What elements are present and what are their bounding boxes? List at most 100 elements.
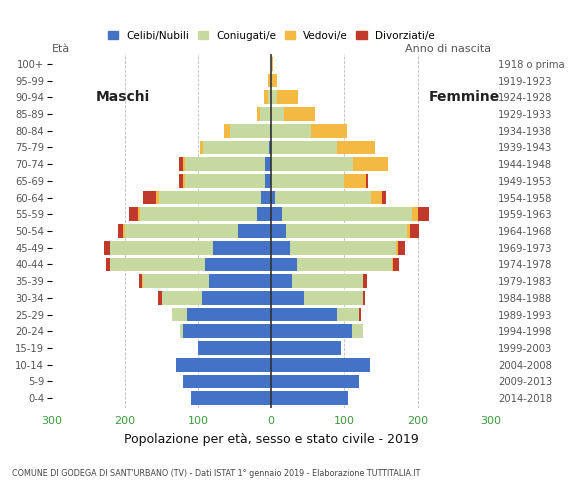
Bar (138, 207, 140, 221)
Bar (180, 324, 183, 338)
Bar (337, 141, 375, 154)
Bar (124, 224, 125, 238)
Bar (412, 207, 418, 221)
Bar (410, 224, 419, 238)
Bar (198, 341, 271, 355)
Bar (271, 391, 348, 405)
Bar (118, 224, 124, 238)
Bar (104, 241, 110, 254)
Bar (271, 308, 337, 322)
Bar (277, 90, 298, 104)
Bar (205, 258, 271, 271)
Bar (398, 241, 405, 254)
Bar (143, 274, 209, 288)
Bar (345, 174, 367, 188)
Bar (110, 241, 213, 254)
Bar (158, 191, 261, 204)
Bar (351, 324, 362, 338)
Bar (157, 191, 158, 204)
Bar (289, 241, 396, 254)
Bar (286, 224, 407, 238)
Bar (271, 73, 277, 87)
Text: Anno di nascita: Anno di nascita (405, 44, 491, 54)
Bar (271, 374, 359, 388)
Bar (271, 57, 273, 71)
Bar (270, 73, 271, 87)
Bar (396, 241, 398, 254)
Bar (260, 107, 271, 121)
Bar (271, 324, 351, 338)
Bar (269, 73, 270, 87)
Bar (359, 308, 361, 322)
Bar (271, 241, 289, 254)
Bar (256, 107, 260, 121)
Bar (143, 191, 157, 204)
Bar (275, 191, 371, 204)
Bar (172, 308, 187, 322)
Bar (364, 274, 367, 288)
Bar (367, 174, 368, 188)
Bar (200, 141, 203, 154)
Bar (267, 90, 271, 104)
Bar (187, 308, 271, 322)
Bar (353, 157, 388, 171)
Bar (271, 258, 297, 271)
Bar (271, 358, 370, 372)
Bar (392, 258, 393, 271)
Bar (284, 107, 315, 121)
Bar (224, 124, 230, 138)
Text: Femmine: Femmine (429, 90, 500, 104)
Bar (261, 191, 271, 204)
Bar (185, 174, 266, 188)
X-axis label: Popolazione per età, sesso e stato civile - 2019: Popolazione per età, sesso e stato civil… (124, 433, 419, 446)
Bar (282, 207, 412, 221)
Bar (110, 258, 205, 271)
Bar (266, 157, 271, 171)
Bar (209, 274, 271, 288)
Bar (297, 258, 392, 271)
Bar (269, 141, 271, 154)
Bar (271, 157, 353, 171)
Bar (191, 391, 271, 405)
Bar (271, 141, 337, 154)
Bar (382, 191, 386, 204)
Bar (202, 291, 271, 305)
Bar (203, 141, 269, 154)
Bar (161, 291, 202, 305)
Bar (158, 291, 161, 305)
Bar (271, 191, 275, 204)
Bar (125, 224, 238, 238)
Bar (129, 207, 138, 221)
Bar (213, 241, 271, 254)
Bar (266, 174, 271, 188)
Bar (256, 207, 271, 221)
Bar (183, 324, 271, 338)
Bar (271, 341, 341, 355)
Text: Età: Età (52, 44, 70, 54)
Bar (183, 374, 271, 388)
Bar (139, 274, 143, 288)
Bar (106, 258, 110, 271)
Bar (140, 207, 256, 221)
Legend: Celibi/Nubili, Coniugati/e, Vedovi/e, Divorziati/e: Celibi/Nubili, Coniugati/e, Vedovi/e, Di… (107, 31, 435, 41)
Bar (311, 124, 347, 138)
Bar (418, 207, 429, 221)
Bar (264, 90, 267, 104)
Bar (271, 274, 292, 288)
Bar (407, 224, 410, 238)
Text: Maschi: Maschi (96, 90, 150, 104)
Bar (271, 174, 345, 188)
Bar (185, 157, 266, 171)
Bar (238, 224, 271, 238)
Bar (304, 291, 362, 305)
Bar (179, 174, 183, 188)
Bar (230, 124, 270, 138)
Bar (176, 358, 271, 372)
Bar (292, 274, 364, 288)
Bar (271, 207, 282, 221)
Bar (271, 224, 286, 238)
Bar (183, 157, 185, 171)
Bar (337, 308, 359, 322)
Bar (393, 258, 399, 271)
Bar (271, 107, 284, 121)
